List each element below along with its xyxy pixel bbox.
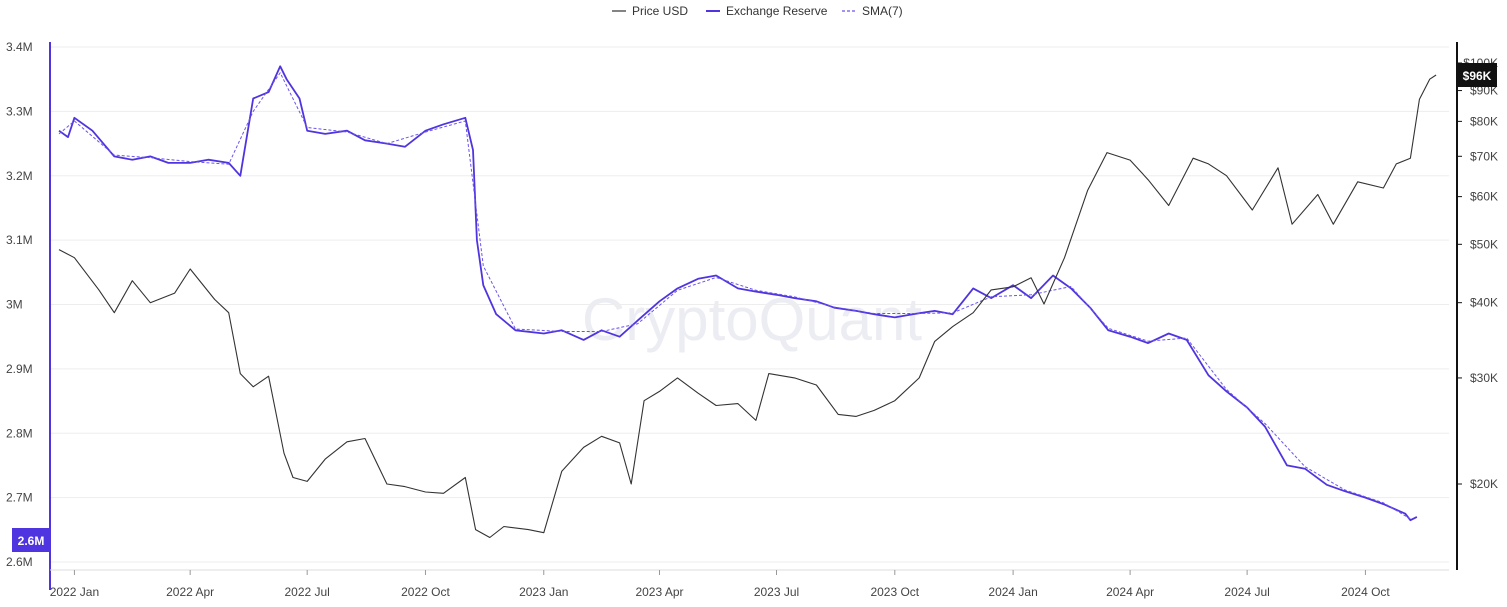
x-tick-label: 2024 Oct [1341,585,1390,599]
y-right-tick-label: $20K [1470,477,1498,491]
y-left-tick-label: 3.2M [6,169,33,183]
right-axis: $100K$90K$80K$70K$60K$50K$40K$30K$20K [1456,42,1498,570]
watermark: CryptoQuant [582,286,922,353]
x-tick-label: 2023 Oct [870,585,919,599]
x-tick-label: 2024 Jul [1224,585,1269,599]
left-axis: 3.4M 3.3M 3.2M 3.1M 3M 2.9M 2.8M 2.7M 2.6M [6,40,51,590]
y-right-tick-label: $90K [1470,84,1498,98]
legend-label: Exchange Reserve [726,4,828,18]
right-current-badge [1457,63,1497,87]
x-tick-label: 2024 Jan [988,585,1037,599]
y-left-tick-label: 2.9M [6,362,33,376]
series-group [58,65,1437,539]
x-tick-label: 2023 Apr [635,585,683,599]
series-line-price-usd [58,74,1437,539]
y-left-tick-label: 3.4M [6,40,33,54]
legend-item[interactable]: SMA(7) [842,4,903,18]
y-right-tick-label: $30K [1470,371,1498,385]
legend-item[interactable]: Price USD [612,4,688,18]
x-tick-label: 2024 Apr [1106,585,1154,599]
left-current-badge-text: 2.6M [18,534,45,548]
y-right-tick-label: $80K [1470,114,1498,128]
y-right-tick-label: $50K [1470,237,1498,251]
y-left-tick-label: 3.3M [6,104,33,118]
legend-item[interactable]: Exchange Reserve [706,4,828,18]
x-tick-label: 2023 Jul [754,585,799,599]
y-left-tick-label: 3.1M [6,233,33,247]
legend[interactable]: Price USD Exchange Reserve SMA(7) [612,4,903,18]
x-tick-label: 2023 Jan [519,585,568,599]
y-right-tick-label: $60K [1470,190,1498,204]
axis-badges: 2.6M $96K [12,63,1497,552]
y-left-tick-label: 3M [6,298,23,312]
x-tick-label: 2022 Apr [166,585,214,599]
right-current-badge-text: $96K [1463,69,1492,83]
y-right-tick-label: $70K [1470,149,1498,163]
legend-label: Price USD [632,4,688,18]
left-current-badge [12,528,50,552]
x-tick-label: 2022 Oct [401,585,450,599]
legend-label: SMA(7) [862,4,903,18]
y-left-tick-label: 2.7M [6,491,33,505]
y-left-tick-label: 2.8M [6,426,33,440]
y-left-tick-label: 2.6M [6,555,33,569]
y-right-tick-label: $40K [1470,296,1498,310]
x-tick-label: 2022 Jan [50,585,99,599]
grid-lines [50,46,1449,563]
x-axis: 2022 Jan 2022 Apr 2022 Jul 2022 Oct 2023 Jan… [50,569,1449,599]
x-tick-label: 2022 Jul [284,585,329,599]
